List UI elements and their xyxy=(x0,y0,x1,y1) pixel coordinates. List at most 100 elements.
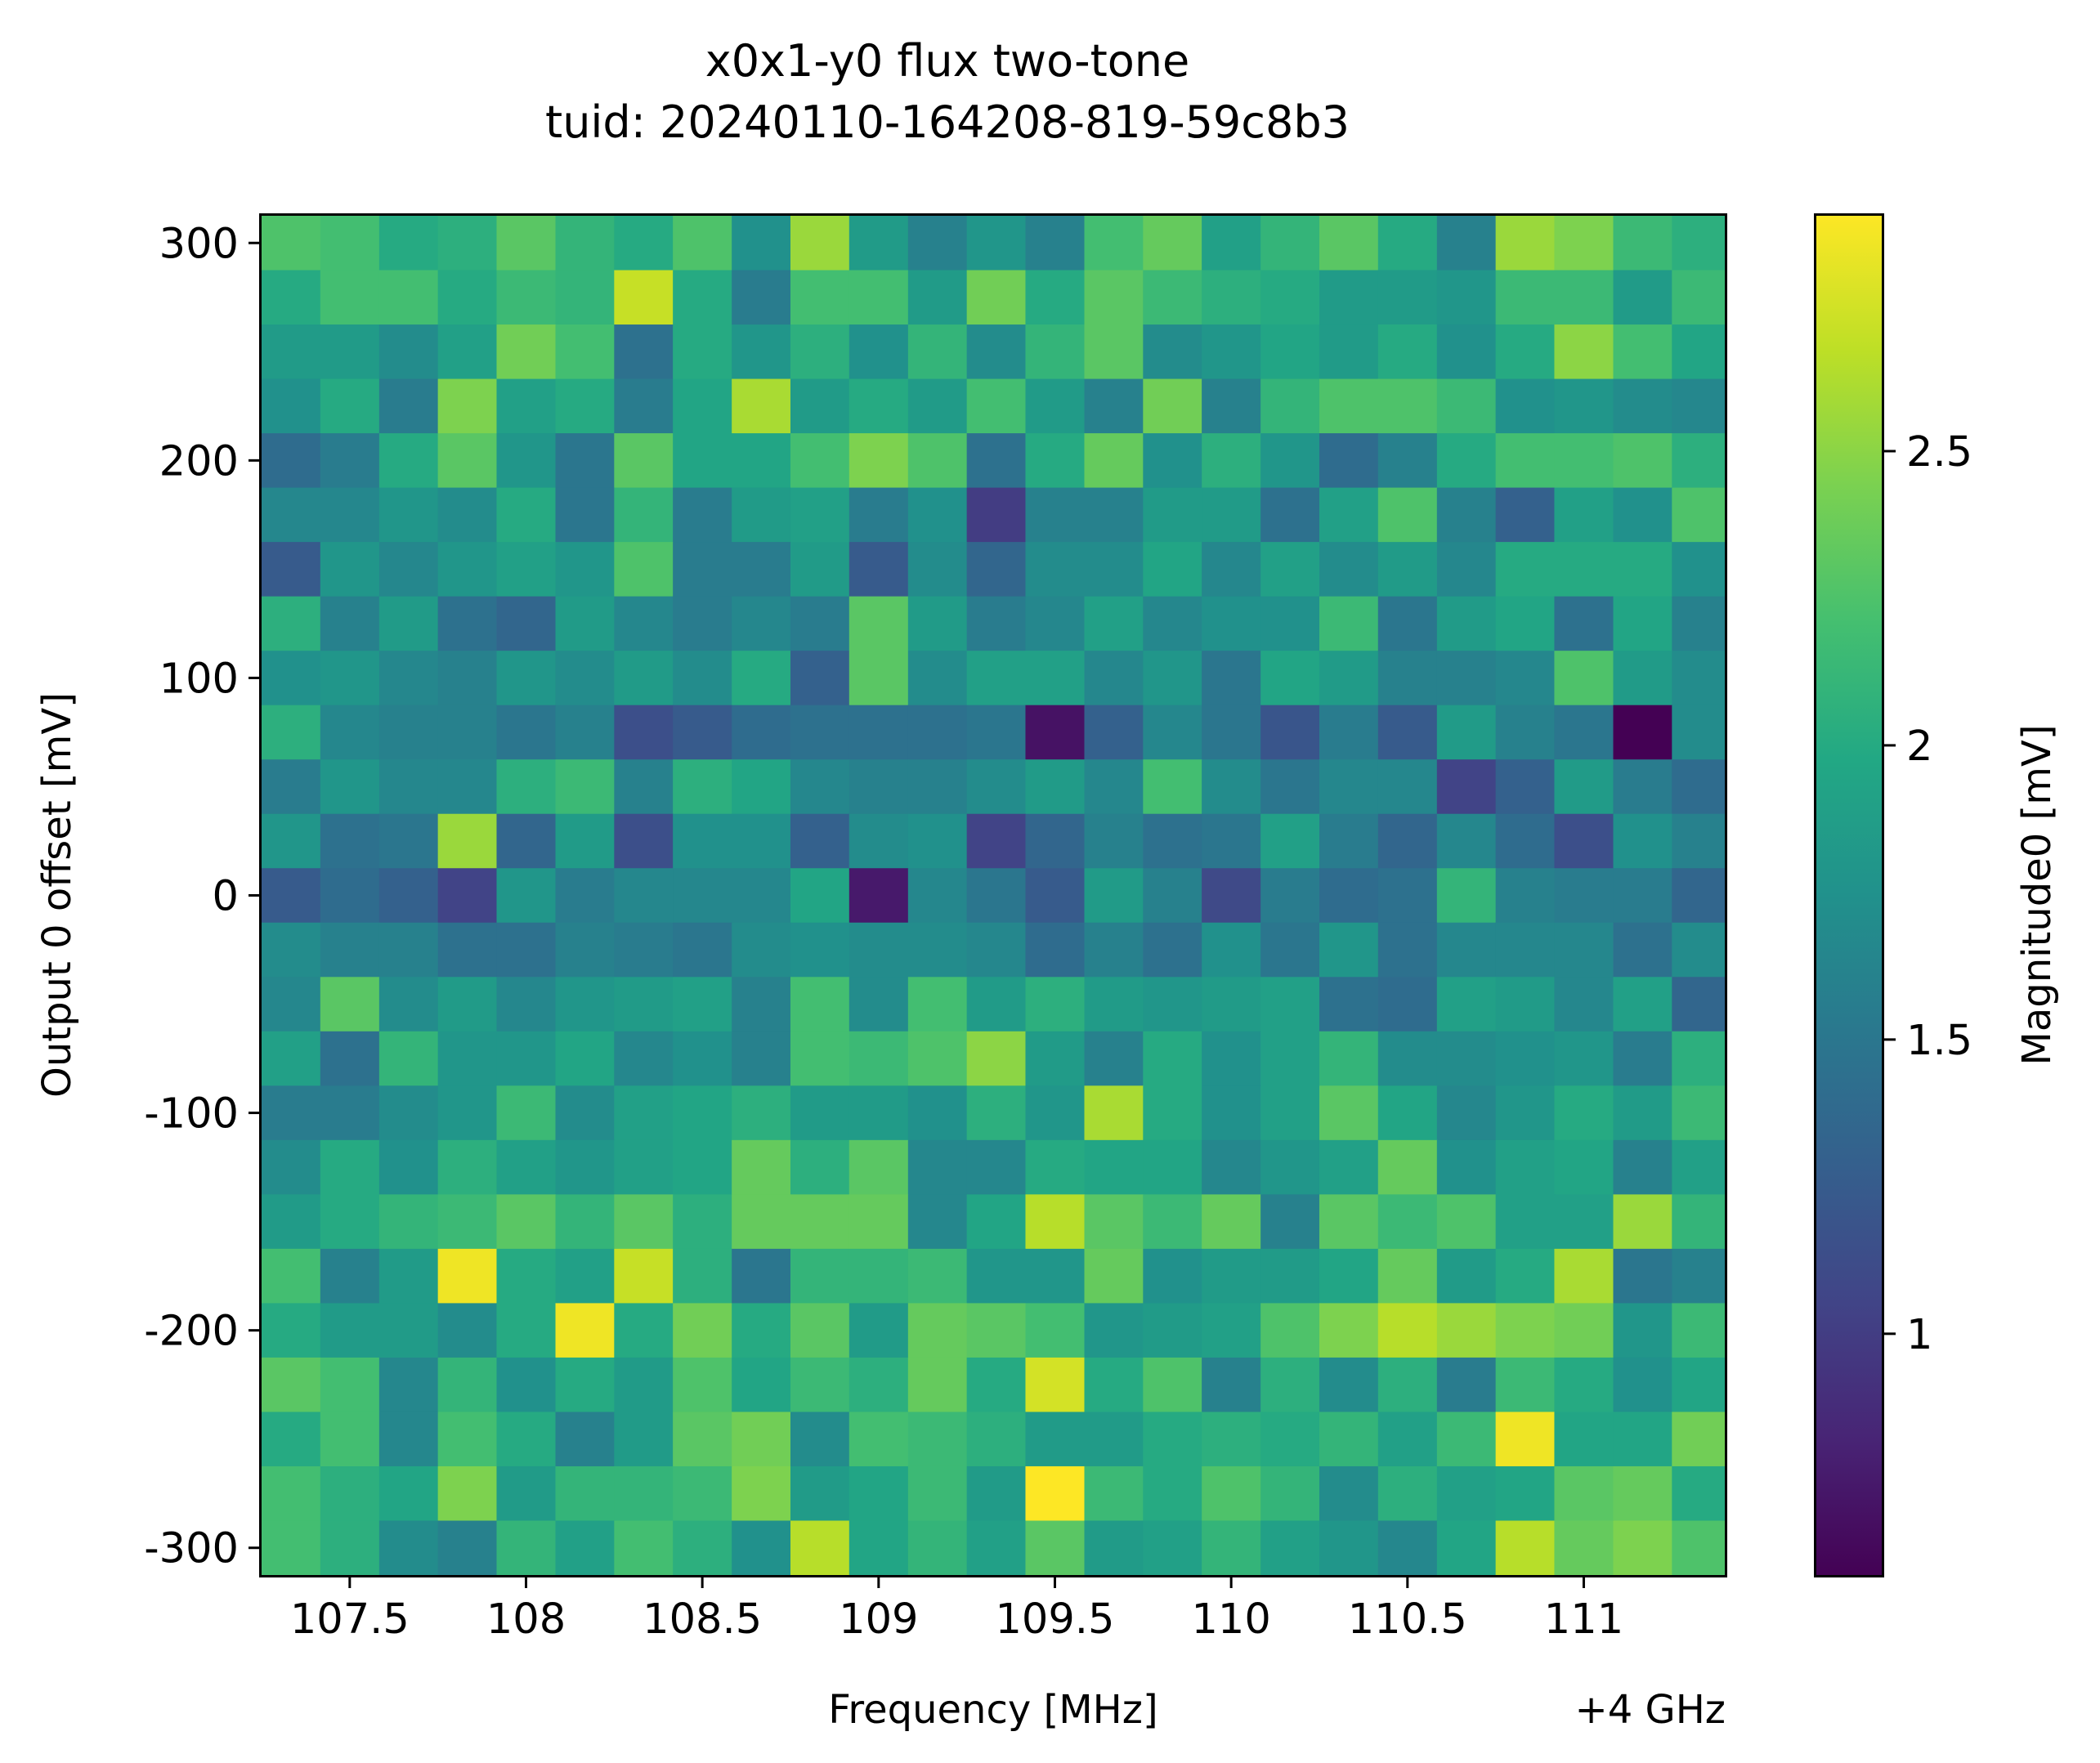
heatmap-cell xyxy=(732,1465,791,1522)
heatmap-cell xyxy=(1084,922,1144,978)
heatmap-cell xyxy=(496,1303,557,1358)
heatmap-cell xyxy=(378,651,439,706)
heatmap-cell xyxy=(1672,1520,1726,1576)
heatmap-cell xyxy=(262,1139,321,1195)
heatmap-cell xyxy=(1319,378,1379,434)
heatmap-cell xyxy=(614,1085,674,1141)
heatmap-cell xyxy=(966,705,1027,760)
heatmap-cell xyxy=(614,1194,674,1250)
heatmap-cell xyxy=(1554,1303,1614,1358)
heatmap-cell xyxy=(1495,487,1556,543)
heatmap-cell xyxy=(1143,1303,1202,1358)
heatmap-cell xyxy=(1613,1357,1672,1413)
heatmap-cell xyxy=(1025,1139,1086,1195)
heatmap-cell xyxy=(1084,1465,1144,1522)
heatmap-cell xyxy=(1554,1357,1614,1413)
heatmap-cell xyxy=(1436,1303,1497,1358)
heatmap-cell xyxy=(1377,813,1438,869)
heatmap-cell xyxy=(673,324,732,380)
heatmap-cell xyxy=(1495,1139,1556,1195)
heatmap-cell xyxy=(907,378,968,434)
heatmap-cell xyxy=(673,1139,732,1195)
heatmap-cell xyxy=(1495,813,1556,869)
heatmap-cell xyxy=(1554,270,1614,325)
y-tick-label: 300 xyxy=(159,220,239,268)
heatmap-cell xyxy=(790,1139,850,1195)
heatmap-cell xyxy=(378,1357,439,1413)
heatmap-cell xyxy=(1377,1085,1438,1141)
heatmap-cell xyxy=(320,977,380,1032)
heatmap-cell xyxy=(966,596,1027,651)
heatmap-cell xyxy=(1260,1194,1320,1250)
heatmap-cell xyxy=(1377,1139,1438,1195)
heatmap-cell xyxy=(1260,1465,1320,1522)
heatmap-cell xyxy=(320,1194,380,1250)
heatmap-cell xyxy=(1202,705,1261,760)
heatmap-cell xyxy=(1202,216,1261,271)
heatmap-cell xyxy=(1495,596,1556,651)
colorbar xyxy=(1814,213,1884,1577)
heatmap-cell xyxy=(907,487,968,543)
heatmap-cell xyxy=(849,1465,909,1522)
heatmap-cell xyxy=(1377,1031,1438,1086)
heatmap-cell xyxy=(437,487,498,543)
heatmap-cell xyxy=(262,1031,321,1086)
heatmap-cell xyxy=(849,378,909,434)
heatmap-cell xyxy=(1202,813,1261,869)
heatmap-cell xyxy=(907,705,968,760)
heatmap-cell xyxy=(1495,1357,1556,1413)
heatmap-cell xyxy=(1202,487,1261,543)
heatmap-cell xyxy=(673,759,732,815)
heatmap-cell xyxy=(437,759,498,815)
heatmap-cell xyxy=(1495,542,1556,597)
heatmap-cell xyxy=(1025,1248,1086,1304)
heatmap-cell xyxy=(1436,542,1497,597)
heatmap-cell xyxy=(1377,324,1438,380)
heatmap-cell xyxy=(1613,487,1672,543)
heatmap-cell xyxy=(1436,1520,1497,1576)
heatmap-cell xyxy=(732,378,791,434)
heatmap-cell xyxy=(496,705,557,760)
heatmap-cell xyxy=(437,270,498,325)
heatmap-cell xyxy=(614,216,674,271)
heatmap-cell xyxy=(966,1248,1027,1304)
heatmap-cell xyxy=(1495,1465,1556,1522)
heatmap-cell xyxy=(790,487,850,543)
heatmap-cell xyxy=(614,759,674,815)
heatmap-cell xyxy=(907,977,968,1032)
heatmap-cell xyxy=(1377,1303,1438,1358)
heatmap-cell xyxy=(437,324,498,380)
chart-subtitle: tuid: 20240110-164208-819-59c8b3 xyxy=(545,96,1350,148)
heatmap-cell xyxy=(1084,759,1144,815)
heatmap-cell xyxy=(1025,813,1086,869)
heatmap-cell xyxy=(1436,1194,1497,1250)
heatmap-cell xyxy=(555,759,615,815)
heatmap-cell xyxy=(378,922,439,978)
heatmap-cell xyxy=(1319,813,1379,869)
heatmap-cell xyxy=(1319,868,1379,924)
heatmap-cell xyxy=(1084,1412,1144,1467)
heatmap-cell xyxy=(1672,651,1726,706)
heatmap-cell xyxy=(1495,651,1556,706)
heatmap-cell xyxy=(437,1465,498,1522)
heatmap-cell xyxy=(1202,651,1261,706)
heatmap-cell xyxy=(1260,868,1320,924)
heatmap-cell xyxy=(1672,813,1726,869)
heatmap-cell xyxy=(732,1139,791,1195)
heatmap-cell xyxy=(496,922,557,978)
heatmap-cell xyxy=(1143,542,1202,597)
heatmap-cell xyxy=(262,977,321,1032)
heatmap-cell xyxy=(378,216,439,271)
heatmap-cell xyxy=(555,433,615,489)
heatmap-cell xyxy=(790,1357,850,1413)
heatmap-cell xyxy=(849,705,909,760)
heatmap-cell xyxy=(966,270,1027,325)
heatmap-cell xyxy=(790,433,850,489)
heatmap-cell xyxy=(1260,1303,1320,1358)
heatmap-cell xyxy=(907,759,968,815)
heatmap-cell xyxy=(1260,1139,1320,1195)
heatmap-cell xyxy=(1143,596,1202,651)
heatmap-cell xyxy=(1319,433,1379,489)
heatmap-cell xyxy=(1319,1465,1379,1522)
heatmap-cell xyxy=(437,433,498,489)
